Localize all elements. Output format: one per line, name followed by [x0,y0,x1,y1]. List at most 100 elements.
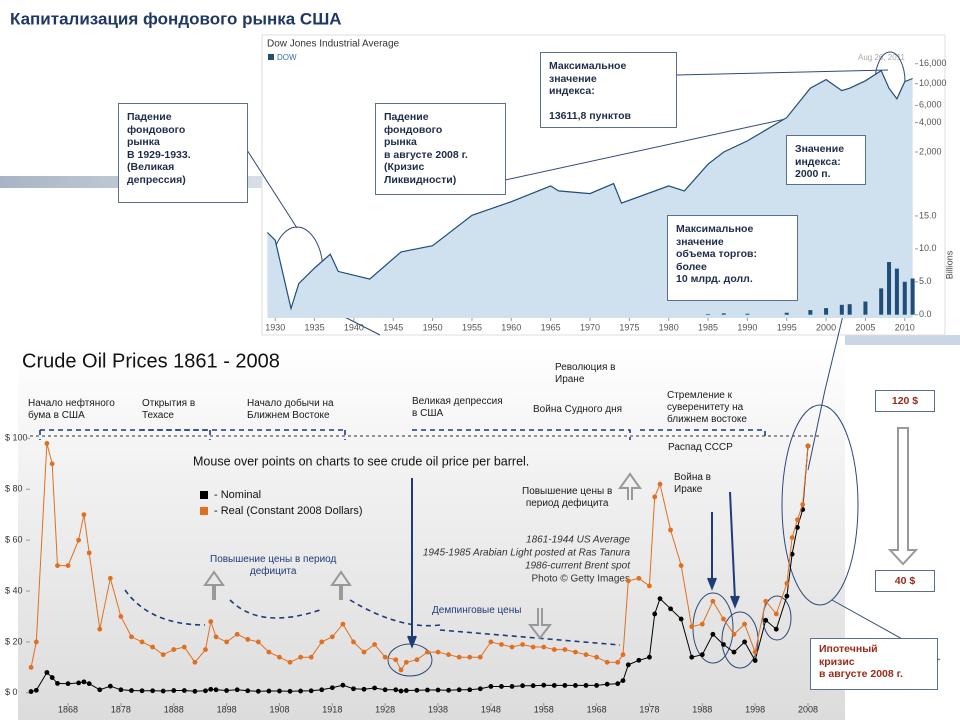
annotation: Великая депрессия в США [412,396,503,419]
point [44,670,50,675]
point [414,657,420,663]
point [65,681,71,687]
point [647,583,652,589]
volume-bar [721,313,726,315]
note: 1945-1985 Arabian Light posted at Ras Ta… [423,548,631,559]
point [319,639,325,645]
point [340,682,346,688]
volume-bar [910,278,915,315]
annotation: Стремление к суверенитету на ближнем вос… [667,390,747,425]
x-tick-label: 1945 [383,322,403,332]
annotation-box: Падение фондового рынка В 1929-1933. (Ве… [118,103,248,203]
point [657,596,663,602]
point [763,617,769,623]
x-tick-label: 2000 [816,322,836,332]
volume-bar [847,304,852,315]
point [49,675,55,680]
y-tick-label: $ 100 [5,433,28,443]
y-tick-label: 16,000 [919,58,947,68]
chart-title: Crude Oil Prices 1861 - 2008 [22,350,280,372]
point [583,683,589,688]
point [742,621,747,627]
point [255,688,261,694]
annotation: Война в Ираке [674,472,711,495]
point [541,644,547,650]
slide-title: Капитализация фондового рынка США [10,9,342,28]
point [277,654,282,660]
x-tick-label: 1918 [322,704,342,714]
point [414,687,420,693]
x-tick-label: 1988 [692,704,712,714]
point [255,639,261,645]
point [721,642,726,647]
point [55,563,60,568]
point [805,443,811,449]
y-tick-label: 6,000 [919,100,942,110]
point [530,644,536,650]
x-tick-label: 1960 [501,322,521,332]
y-tick-label: $ 60 [5,535,23,545]
point [652,494,658,500]
y-tick-label: $ 40 [5,585,23,595]
chart-title: Dow Jones Industrial Average [267,39,400,50]
point [308,654,314,660]
point [647,654,652,660]
y2-tick-label: 10.0 [919,243,937,253]
point [171,647,177,652]
point [181,688,187,693]
point [789,551,795,557]
y-tick-label: $ 20 [5,636,23,646]
x-tick-label: 1990 [737,322,757,332]
point [668,606,673,612]
point [76,680,82,686]
annotation: Революция в Иране [555,362,616,385]
point [150,688,156,694]
point [329,685,335,691]
y-tick-label: 4,000 [919,117,942,127]
y2-tick-label: 5.0 [919,276,932,286]
point [509,644,515,650]
point [784,581,790,586]
point [49,461,55,467]
point [213,634,219,640]
x-tick-label: 1908 [269,704,289,714]
volume-bar [839,304,844,315]
point [594,683,599,688]
volume-bar [863,301,868,315]
point [192,659,198,665]
callout: 120 $ [875,390,935,412]
annotation: Открытия в Техасе [142,398,196,421]
point [55,681,60,686]
point [234,631,240,637]
x-tick-label: 1998 [745,704,765,714]
x-tick-label: 1955 [462,322,482,332]
annotation-box: Максимальное значение индекса: 13611,8 п… [540,52,677,128]
point [652,611,658,617]
annotation: Демпинговые цены [432,605,522,616]
point [129,688,134,693]
chart-subtitle: Mouse over points on charts to see crude… [193,454,529,468]
point [398,667,404,673]
point [710,631,716,637]
point [551,647,557,652]
point [33,639,39,645]
point [382,654,388,660]
point [28,689,34,694]
point [245,636,251,642]
point [541,682,547,688]
point [488,639,494,645]
point [435,649,441,655]
point [97,687,103,693]
x-tick-label: 1980 [659,322,679,332]
point [752,658,758,663]
x-tick-label: 1935 [305,322,325,332]
point [298,654,304,660]
decor-arrows [203,427,919,640]
point [351,639,356,645]
point [224,688,230,693]
note: Photo © Getty Images [531,574,630,585]
point [139,639,145,645]
legend-swatch [268,54,274,60]
point [477,686,483,692]
volume-bar [894,268,899,315]
